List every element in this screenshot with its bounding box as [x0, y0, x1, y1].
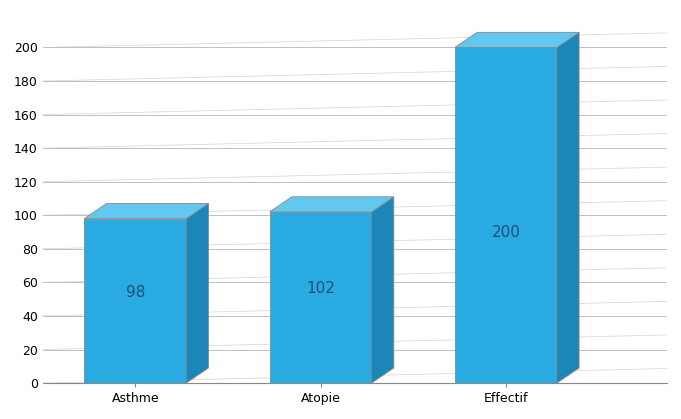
Polygon shape — [186, 204, 208, 383]
Polygon shape — [455, 47, 557, 383]
Polygon shape — [270, 212, 372, 383]
Text: 98: 98 — [125, 285, 145, 300]
Polygon shape — [372, 197, 394, 383]
Polygon shape — [84, 204, 208, 219]
Polygon shape — [270, 197, 394, 212]
Text: 102: 102 — [306, 282, 335, 296]
Polygon shape — [557, 32, 579, 383]
Text: 200: 200 — [492, 225, 520, 240]
Polygon shape — [455, 32, 579, 47]
Polygon shape — [84, 219, 186, 383]
